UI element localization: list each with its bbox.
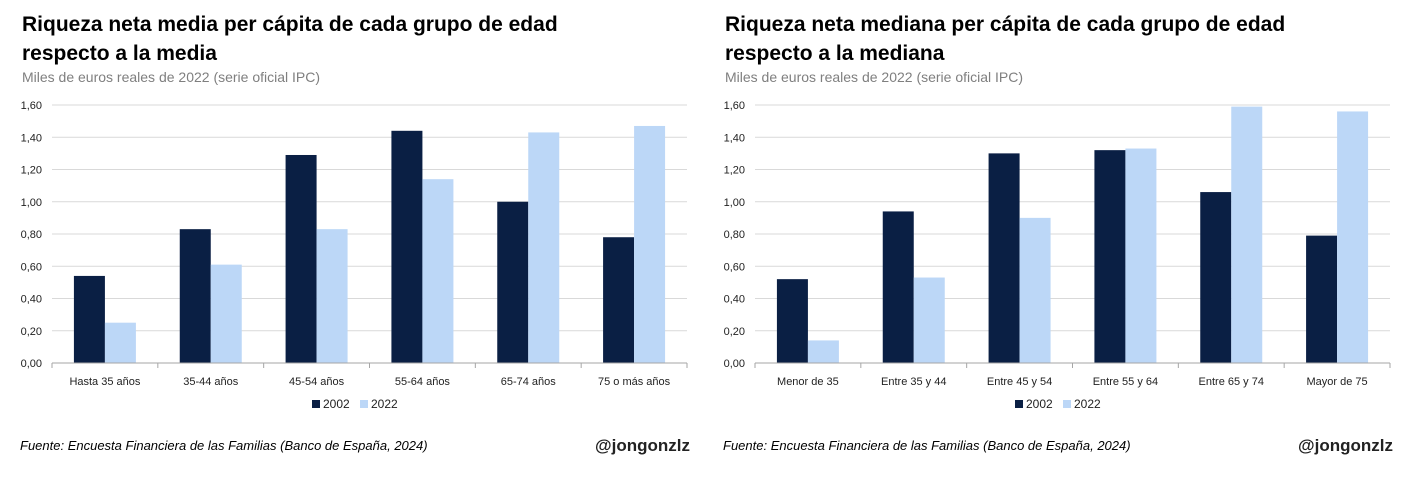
y-tick-label: 1,60 [21, 100, 42, 112]
y-tick-label: 0,60 [21, 261, 42, 273]
bar-2002-1 [882, 211, 914, 363]
x-tick-label: Entre 45 y 54 [987, 376, 1052, 388]
chart-subtitle: Miles de euros reales de 2022 (serie ofi… [22, 69, 321, 85]
y-tick-label: 1,40 [21, 132, 42, 144]
y-tick-label: 1,20 [724, 165, 745, 177]
bar-2002-2 [285, 154, 317, 363]
legend-swatch-2022 [360, 400, 368, 408]
y-tick-label: 0,40 [21, 294, 42, 306]
x-tick-label: Entre 35 y 44 [881, 376, 946, 388]
x-tick-label: 75 o más años [598, 376, 671, 388]
bar-chart-median: 0,00 0,20 0,40 0,60 0,80 1,00 1,20 1,40 1,60 Meno… [724, 100, 1391, 411]
bar-2022-3 [1125, 148, 1157, 363]
y-tick-label: 1,20 [21, 165, 42, 177]
x-tick-label: Hasta 35 años [69, 376, 140, 388]
bar-2022-2 [1019, 217, 1051, 363]
y-tick-label: 1,60 [724, 100, 745, 112]
y-tick-label: 1,00 [21, 197, 42, 209]
y-tick-label: 0,60 [724, 261, 745, 273]
y-tick-label: 0,40 [724, 294, 745, 306]
bar-2022-0 [807, 340, 839, 363]
chart-panel-mean: Riqueza neta media per cápita de cada gr… [0, 0, 700, 481]
bar-2002-4 [497, 201, 529, 363]
legend-swatch-2022 [1063, 400, 1071, 408]
x-tick-label: 45-54 años [289, 376, 345, 388]
bar-2022-4 [1231, 106, 1263, 364]
bar-2022-5 [1337, 111, 1369, 363]
chart-subtitle: Miles de euros reales de 2022 (serie ofi… [725, 69, 1024, 85]
bar-2002-5 [1306, 235, 1338, 363]
legend-label-2022: 2022 [1074, 397, 1101, 411]
bar-2002-0 [73, 275, 105, 363]
y-tick-label: 0,00 [21, 358, 42, 370]
bar-2002-2 [988, 153, 1020, 363]
bar-2022-0 [104, 322, 136, 363]
y-tick-label: 0,20 [724, 326, 745, 338]
bar-2022-3 [422, 179, 454, 363]
bar-2002-1 [179, 229, 211, 363]
y-tick-label: 0,80 [21, 229, 42, 241]
bar-2002-0 [776, 279, 808, 363]
bar-2022-2 [316, 229, 348, 363]
chart-title: Riqueza neta media per cápita de cada gr… [22, 13, 558, 65]
author-handle: @jongonzlz [595, 436, 690, 455]
y-tick-label: 0,20 [21, 326, 42, 338]
bar-2002-4 [1200, 192, 1232, 363]
bar-2022-5 [634, 125, 666, 364]
bar-2022-4 [528, 132, 560, 363]
bar-chart-mean: 0,00 0,20 0,40 0,60 0,80 1,00 1,20 1,40 1,60 Hast… [21, 100, 688, 411]
x-tick-label: 55-64 años [395, 376, 451, 388]
bar-2002-5 [603, 237, 635, 363]
x-tick-label: Menor de 35 [777, 376, 839, 388]
x-tick-label: Entre 55 y 64 [1093, 376, 1158, 388]
legend-label-2002: 2002 [1026, 397, 1053, 411]
y-tick-label: 1,40 [724, 132, 745, 144]
source-note: Fuente: Encuesta Financiera de las Famil… [723, 438, 1131, 453]
bar-2022-1 [913, 277, 945, 363]
x-tick-label: 35-44 años [183, 376, 239, 388]
y-tick-label: 1,00 [724, 197, 745, 209]
chart-title: Riqueza neta mediana per cápita de cada … [725, 13, 1286, 65]
x-tick-label: 65-74 años [501, 376, 557, 388]
legend-label-2002: 2002 [323, 397, 350, 411]
y-tick-label: 0,00 [724, 358, 745, 370]
chart-panel-median: Riqueza neta mediana per cápita de cada … [703, 0, 1403, 481]
author-handle: @jongonzlz [1298, 436, 1393, 455]
legend-swatch-2002 [1015, 400, 1023, 408]
x-tick-label: Mayor de 75 [1307, 376, 1368, 388]
bar-2002-3 [391, 130, 423, 363]
bar-2002-3 [1094, 150, 1126, 363]
legend-label-2022: 2022 [371, 397, 398, 411]
legend-swatch-2002 [312, 400, 320, 408]
source-note: Fuente: Encuesta Financiera de las Famil… [20, 438, 428, 453]
bar-2022-1 [210, 264, 242, 363]
x-tick-label: Entre 65 y 74 [1199, 376, 1264, 388]
y-tick-label: 0,80 [724, 229, 745, 241]
